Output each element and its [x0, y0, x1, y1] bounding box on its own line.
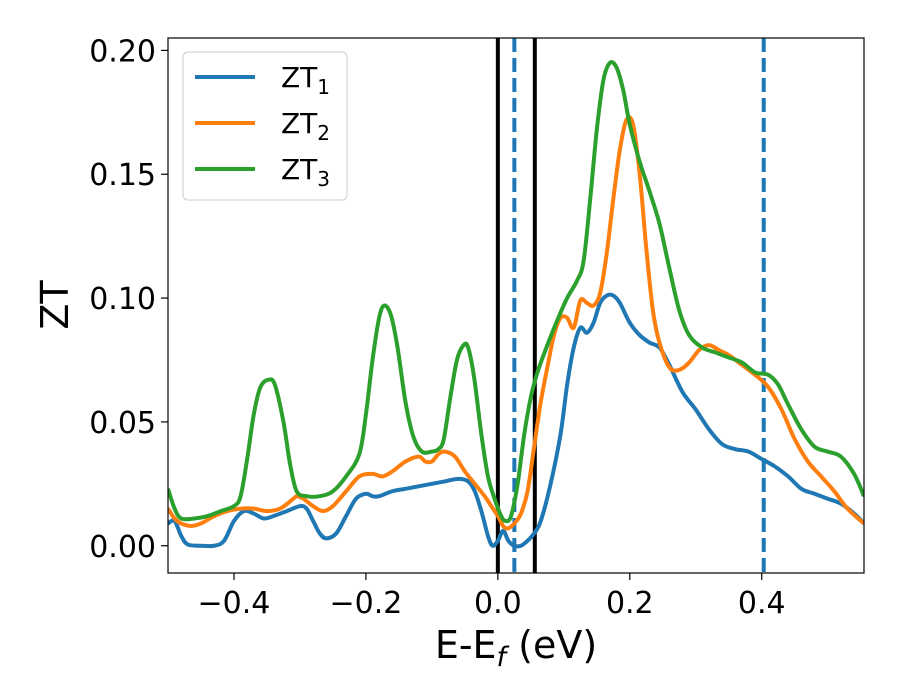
x-tick-label: 0.4	[738, 586, 786, 621]
legend: ZT1 ZT2 ZT3	[182, 51, 348, 201]
x-tick-label: 0.2	[606, 586, 654, 621]
series-line-zt3	[168, 60, 864, 524]
vertical-reference-lines	[495, 38, 766, 573]
legend-label-zt3: ZT3	[281, 153, 330, 191]
y-tick-label: 0.05	[89, 406, 156, 441]
y-tick-label: 0.00	[89, 530, 156, 565]
x-axis-title: E-Ef (eV)	[435, 623, 597, 673]
legend-box	[182, 51, 348, 201]
x-tick-label: −0.4	[198, 586, 271, 621]
x-axis-ticks: −0.4 −0.2 0.0 0.2 0.4	[198, 573, 786, 621]
plot-frame	[167, 37, 865, 574]
x-tick-label: −0.2	[329, 586, 402, 621]
legend-label-zt1: ZT1	[281, 61, 330, 99]
y-axis-ticks: 0.00 0.05 0.10 0.15 0.20	[89, 34, 168, 565]
y-tick-label: 0.15	[89, 158, 156, 193]
y-tick-label: 0.20	[89, 34, 156, 69]
legend-label-zt2: ZT2	[281, 107, 330, 145]
series-line-zt1	[168, 292, 864, 549]
series-group	[168, 60, 864, 549]
x-tick-label: 0.0	[474, 586, 522, 621]
y-axis-title: ZT	[33, 280, 77, 330]
y-tick-label: 0.10	[89, 282, 156, 317]
